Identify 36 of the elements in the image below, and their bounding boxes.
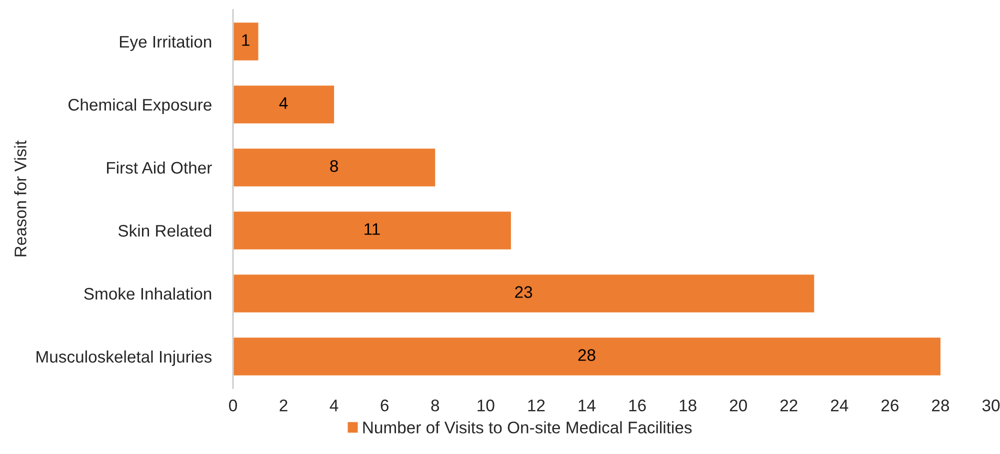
x-tick-label: 6 (380, 400, 388, 412)
x-tick-label: 26 (882, 400, 898, 412)
data-label: 8 (330, 160, 338, 172)
x-tick-label: 18 (680, 400, 696, 412)
bar (233, 22, 258, 60)
legend-label: Number of Visits to On-site Medical Facilities (363, 421, 692, 434)
data-label: 11 (364, 223, 380, 235)
x-tick-label: 28 (932, 400, 950, 412)
y-tick-label: Musculoskeletal Injuries (36, 350, 212, 366)
x-tick-label: 20 (730, 400, 747, 412)
data-label: 4 (279, 97, 288, 109)
bar (233, 338, 940, 376)
x-tick-label: 22 (780, 400, 798, 412)
x-tick-label: 2 (280, 400, 288, 412)
y-tick-label: First Aid Other (107, 161, 212, 174)
bar (233, 148, 436, 186)
x-tick-label: 8 (431, 400, 440, 412)
x-tick-label: 4 (330, 400, 338, 412)
bar (233, 86, 334, 124)
x-tick-label: 12 (528, 400, 545, 412)
x-tick-label: 24 (830, 400, 848, 412)
y-tick-label: Skin Related (118, 224, 212, 237)
y-axis-title: Reason for Visit (14, 140, 26, 256)
y-tick-label: Eye Irritation (120, 35, 212, 51)
y-tick-label: Chemical Exposure (68, 98, 212, 114)
bar (233, 212, 511, 250)
x-tick-label: 14 (578, 400, 596, 412)
x-tick-label: 0 (229, 400, 237, 412)
y-tick-label: Smoke Inhalation (84, 287, 212, 300)
data-label: 23 (515, 286, 532, 298)
x-tick-label: 16 (629, 400, 646, 412)
x-tick-label: 30 (982, 400, 1000, 412)
data-label: 1 (242, 34, 250, 46)
x-tick-label: 10 (478, 400, 494, 412)
bar (233, 274, 814, 312)
data-label: 28 (578, 349, 596, 361)
